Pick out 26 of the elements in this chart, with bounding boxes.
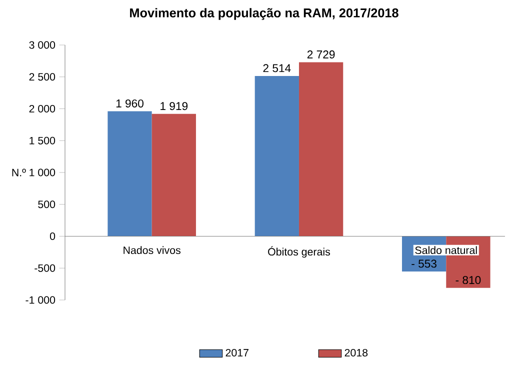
y-tick-label: 2 000 [29, 104, 56, 113]
y-tick-label: 3 000 [29, 41, 56, 49]
chart-title: Movimento da população na RAM, 2017/2018 [130, 8, 398, 20]
bar [108, 111, 152, 236]
y-tick-label: 1 500 [30, 136, 56, 144]
data-label: 1 960 [116, 99, 144, 108]
bar [298, 62, 344, 236]
y-tick-label: 2 500 [29, 73, 56, 81]
x-tick-label: Óbitos gerais [268, 246, 330, 258]
legend-label: 2018 [344, 348, 368, 356]
y-tick-label: -500 [34, 264, 56, 272]
y-tick-label: -1 000 [26, 296, 56, 304]
data-label: 2 729 [307, 50, 335, 58]
x-tick-label: Nados vivos [124, 246, 180, 254]
data-label: - 810 [456, 276, 481, 284]
y-tick-label: 500 [38, 200, 56, 208]
data-label: 1 919 [160, 102, 188, 110]
y-tick-label: 1 000 [30, 168, 56, 176]
y-tick-label: 0 [50, 232, 56, 240]
bar [152, 114, 196, 236]
legend-label: 2017 [226, 348, 248, 356]
y-axis-title: N.º [12, 168, 26, 176]
x-tick-label: Saldo natural [415, 246, 477, 254]
data-label: - 553 [412, 260, 436, 268]
data-label: 2 514 [263, 64, 291, 72]
bar [254, 76, 299, 236]
